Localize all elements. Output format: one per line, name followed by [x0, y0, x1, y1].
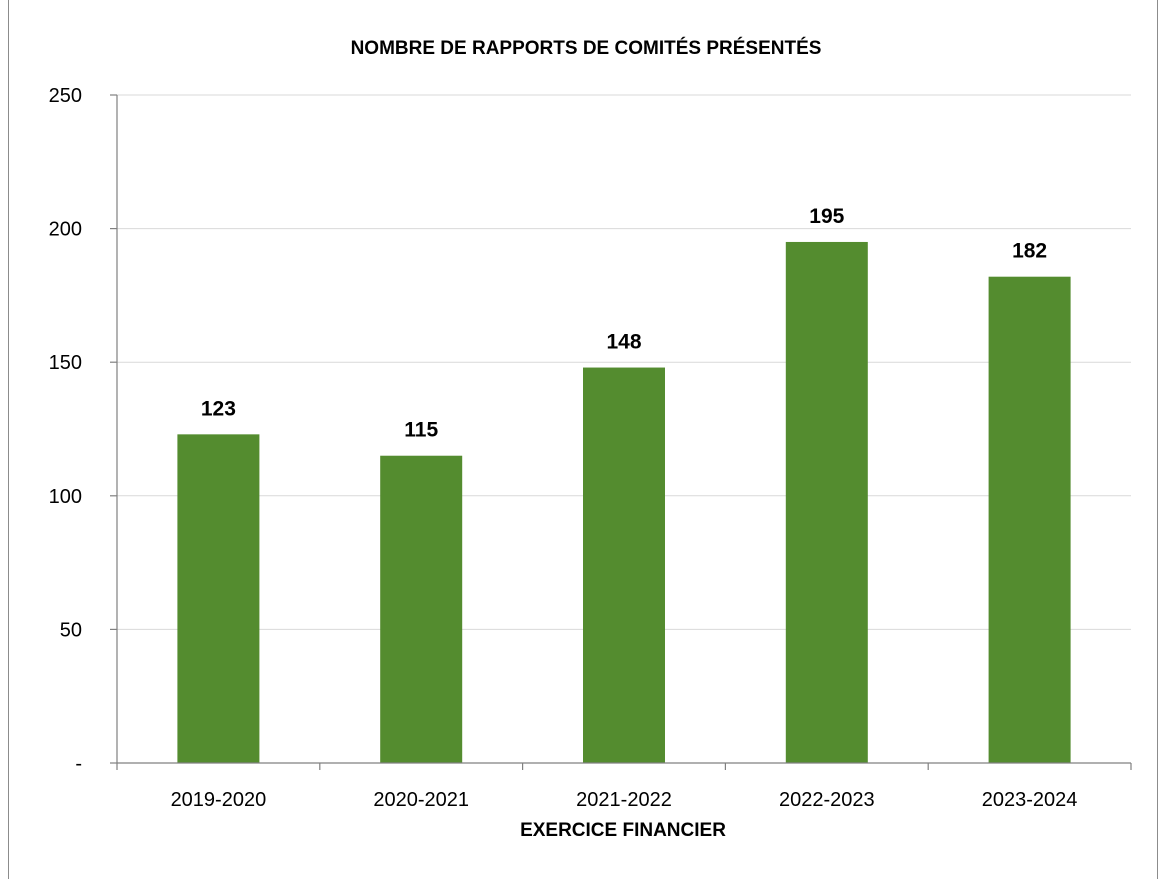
data-label: 123 — [201, 397, 236, 420]
y-tick-label: 150 — [49, 352, 82, 374]
chart-title: NOMBRE DE RAPPORTS DE COMITÉS PRÉSENTÉS — [351, 37, 822, 59]
bars — [177, 241, 1071, 763]
x-axis-ticks: 2019-2020 2020-2021 2021-2022 2022-2023 2023… — [116, 763, 1132, 811]
data-labels: 123 115 148 195 182 — [201, 205, 1047, 442]
data-label: 115 — [404, 419, 438, 442]
x-axis-label: EXERCICE FINANCIER — [520, 820, 726, 841]
y-tick-label: 250 — [49, 85, 82, 107]
y-tick-label: 50 — [60, 619, 82, 641]
x-tick-label: 2023-2024 — [982, 789, 1078, 811]
bar — [380, 455, 463, 763]
bar — [988, 276, 1071, 763]
bar — [785, 241, 868, 763]
x-tick-label: 2022-2023 — [779, 789, 875, 811]
y-tick-label: 200 — [49, 219, 82, 241]
y-axis-ticks: - 50 100 150 200 250 — [49, 85, 117, 775]
data-label: 182 — [1012, 240, 1047, 263]
data-label: 148 — [606, 331, 641, 354]
x-tick-label: 2019-2020 — [171, 789, 267, 811]
y-tick-label: 100 — [49, 486, 82, 508]
data-label: 195 — [809, 205, 844, 228]
bar — [583, 367, 665, 763]
y-tick-label: - — [75, 753, 82, 775]
bar — [177, 434, 260, 763]
x-tick-label: 2021-2022 — [576, 789, 672, 811]
x-tick-label: 2020-2021 — [373, 789, 469, 811]
